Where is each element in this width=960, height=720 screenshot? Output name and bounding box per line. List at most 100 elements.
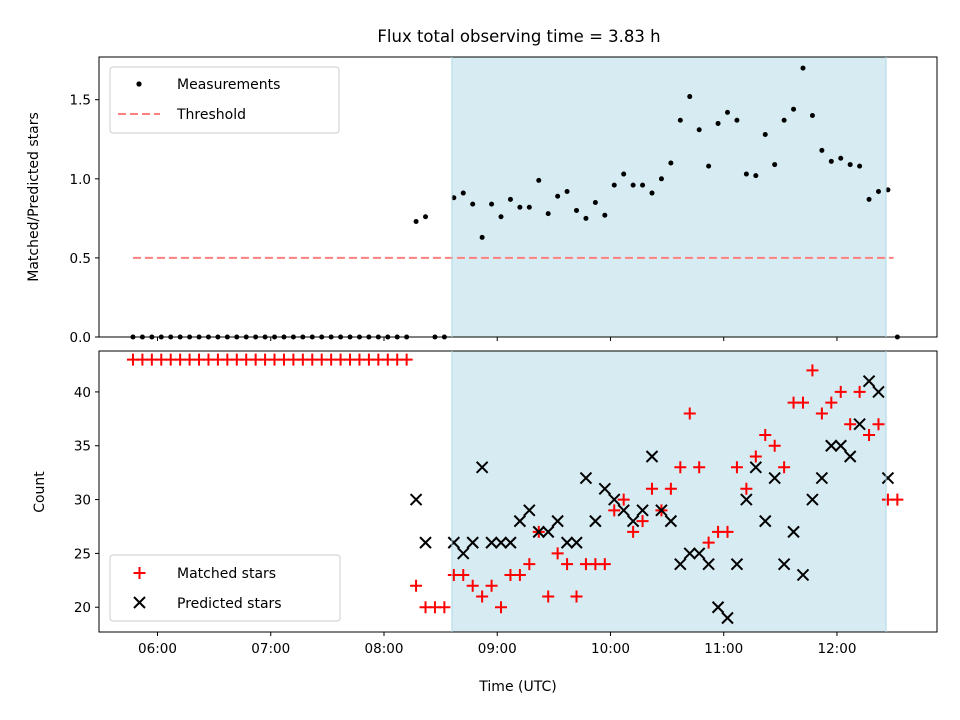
data-point: [847, 162, 853, 168]
data-point: [636, 504, 649, 517]
legend-predicted-marker: [133, 596, 146, 609]
data-point: [725, 109, 730, 115]
data-point: [838, 155, 844, 161]
data-point: [815, 471, 829, 485]
data-point: [645, 450, 659, 463]
bottom-legend-box: [109, 554, 341, 622]
data-point: [410, 579, 423, 592]
data-point: [570, 590, 583, 603]
data-point: [495, 601, 508, 614]
data-point: [419, 536, 432, 549]
data-point: [655, 504, 668, 517]
data-point: [555, 193, 561, 199]
data-point: [753, 173, 759, 179]
y-tick-label: 20: [74, 600, 91, 616]
x-tick-label: 10:00: [591, 641, 630, 657]
x-tick-label: 12:00: [818, 641, 857, 657]
data-point: [759, 428, 772, 441]
data-point: [715, 120, 721, 126]
data-point: [863, 428, 876, 441]
data-point: [806, 493, 819, 506]
data-point: [423, 214, 429, 220]
data-point: [875, 188, 881, 194]
y-tick-label: 0.0: [70, 330, 91, 346]
data-point: [617, 493, 630, 506]
bottom-y-axis-label: Count: [32, 471, 48, 513]
top-shaded-region: [451, 57, 887, 337]
data-point: [834, 385, 847, 398]
data-point: [536, 177, 542, 183]
data-point: [466, 579, 479, 592]
data-point: [787, 525, 800, 539]
data-point: [489, 201, 495, 207]
data-point: [475, 461, 489, 474]
data-point: [570, 536, 583, 549]
data-point: [523, 558, 536, 571]
data-point: [683, 547, 696, 560]
data-point: [711, 601, 725, 614]
data-point: [649, 190, 655, 196]
data-point: [636, 515, 649, 528]
data-point: [517, 204, 523, 210]
data-point: [759, 514, 772, 528]
data-point: [598, 558, 611, 571]
bottom-legend: Matched stars Predicted stars: [109, 554, 341, 622]
data-point: [834, 439, 847, 452]
legend-measurements-label: Measurements: [177, 77, 280, 93]
data-point: [526, 204, 532, 210]
data-point: [621, 171, 627, 177]
data-point: [853, 385, 866, 398]
data-point: [721, 525, 734, 538]
data-point: [545, 211, 551, 217]
data-point: [513, 568, 526, 581]
data-point: [791, 106, 797, 112]
data-point: [687, 94, 693, 100]
y-tick-label: 1.0: [70, 172, 91, 188]
data-point: [626, 514, 640, 528]
data-point: [843, 450, 857, 463]
x-tick-label: 11:00: [704, 641, 743, 657]
data-point: [881, 471, 895, 485]
bottom-plot-frame: [98, 350, 938, 633]
data-point: [617, 504, 630, 517]
data-point: [413, 219, 419, 225]
data-point: [608, 493, 621, 506]
data-point: [592, 200, 598, 206]
data-point: [777, 557, 791, 571]
data-point: [740, 493, 753, 506]
data-point: [806, 364, 819, 377]
data-point: [740, 482, 753, 495]
legend-threshold-label: Threshold: [176, 107, 246, 123]
data-point: [409, 493, 423, 506]
data-point: [696, 127, 702, 133]
data-point: [664, 514, 678, 528]
data-point: [551, 547, 564, 560]
data-point: [815, 407, 828, 420]
data-point: [800, 65, 806, 71]
legend-measurements-marker: [136, 81, 142, 87]
data-point: [721, 611, 734, 625]
data-point: [513, 514, 527, 528]
data-point: [664, 482, 677, 495]
data-point: [796, 568, 810, 582]
data-point: [589, 514, 602, 528]
data-point: [541, 525, 555, 539]
top-legend-box: [109, 66, 340, 134]
data-point: [485, 536, 498, 549]
data-point: [677, 117, 683, 123]
y-tick-label: 30: [74, 493, 91, 509]
data-point: [702, 557, 715, 571]
data-point: [460, 190, 466, 196]
data-point: [778, 461, 791, 474]
data-point: [608, 504, 621, 517]
data-point: [561, 558, 574, 571]
series-predicted-stars: [409, 374, 895, 625]
data-point: [772, 162, 778, 168]
top-plot-frame: [98, 56, 938, 338]
data-point: [825, 396, 838, 409]
data-point: [574, 207, 580, 213]
data-point: [646, 482, 659, 495]
data-point: [828, 158, 834, 164]
legend-matched-marker: [133, 567, 146, 579]
data-point: [862, 374, 876, 388]
